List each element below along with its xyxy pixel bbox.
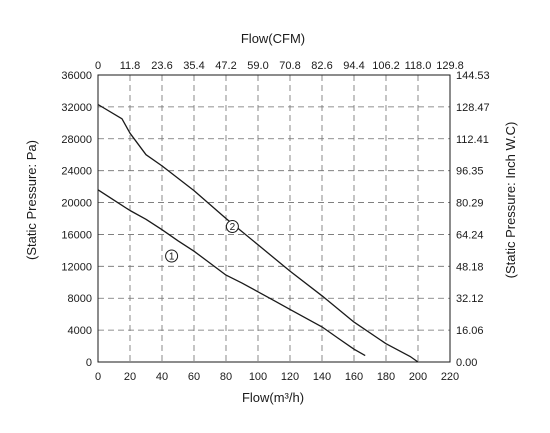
- x-tick-label: 80: [220, 371, 232, 383]
- x2-tick-label: 118.0: [405, 60, 432, 72]
- y-tick-label: 0: [86, 357, 92, 369]
- y-tick-label: 16000: [61, 229, 92, 241]
- y-tick-label: 8000: [68, 293, 92, 305]
- x-tick-label: 0: [95, 371, 101, 383]
- y2-tick-label: 32.12: [456, 293, 484, 305]
- curve-marker-label: 2: [230, 222, 236, 233]
- curve-marker-circle: [165, 249, 179, 263]
- x-tick-label: 40: [156, 371, 168, 383]
- y2-tick-label: 96.35: [456, 166, 484, 178]
- x2-tick-label: 35.4: [183, 60, 204, 72]
- y-tick-labels: 0 4000 8000 12000 16000 20000 24000 28000 32000 3…: [61, 70, 92, 369]
- y-tick-label: 36000: [61, 70, 92, 82]
- x-tick-label: 160: [345, 371, 363, 383]
- y2-tick-label: 128.47: [456, 102, 490, 114]
- y2-tick-label: 0.00: [456, 357, 477, 369]
- y-tick-label: 28000: [61, 134, 92, 146]
- x2-tick-label: 23.6: [151, 60, 172, 72]
- x-tick-label: 140: [313, 371, 331, 383]
- x2-axis-title: Flow(CFM): [241, 31, 305, 46]
- y-tick-label: 4000: [68, 325, 92, 337]
- x2-tick-label: 47.2: [215, 60, 236, 72]
- x2-tick-label: 59.0: [247, 60, 268, 72]
- x2-tick-label: 0: [95, 60, 101, 72]
- x-tick-labels: 0 20 40 60 80 100 120 140 160 180 200 220: [95, 371, 459, 383]
- curve-marker-circle: [225, 219, 239, 233]
- y-tick-label: 24000: [61, 166, 92, 178]
- y2-tick-label: 80.29: [456, 198, 484, 210]
- y2-tick-label: 16.06: [456, 325, 484, 337]
- x-tick-label: 60: [188, 371, 200, 383]
- series-layer: [97, 103, 419, 363]
- y-axis-title: (Static Pressure: Pa): [24, 140, 39, 260]
- x-tick-label: 100: [249, 371, 267, 383]
- x-tick-label: 20: [124, 371, 136, 383]
- series-line-1: [97, 189, 366, 357]
- series-line-2: [97, 103, 419, 363]
- x2-tick-label: 82.6: [311, 60, 332, 72]
- y-tick-label: 32000: [61, 102, 92, 114]
- annotation-layer: 12: [165, 219, 239, 263]
- y-tick-label: 12000: [61, 261, 92, 273]
- x2-tick-label: 129.8: [436, 60, 464, 72]
- x2-tick-labels: 0 11.8 23.6 35.4 47.2 59.0 70.8 82.6 94.4 106.2 11…: [95, 60, 464, 72]
- x-tick-label: 220: [441, 371, 459, 383]
- y2-tick-label: 144.53: [456, 70, 490, 82]
- y-tick-label: 20000: [61, 198, 92, 210]
- x-tick-label: 180: [377, 371, 395, 383]
- x2-tick-label: 106.2: [372, 60, 400, 72]
- y2-axis-title: (Static Pressure: Inch W.C): [503, 122, 518, 279]
- x2-tick-label: 94.4: [343, 60, 364, 72]
- grid-lines: [98, 75, 450, 362]
- x2-tick-label: 11.8: [120, 60, 141, 72]
- x-axis-title: Flow(m³/h): [242, 390, 304, 405]
- plot-frame: [97, 74, 451, 363]
- curve-marker-label: 1: [169, 251, 175, 262]
- y2-tick-label: 64.24: [456, 229, 484, 241]
- y2-tick-label: 48.18: [456, 261, 484, 273]
- x-tick-label: 120: [281, 371, 299, 383]
- y2-tick-labels: 0.00 16.06 32.12 48.18 64.24 80.29 96.35 112.41…: [456, 70, 490, 369]
- x-tick-label: 200: [409, 371, 427, 383]
- y2-tick-label: 112.41: [456, 134, 489, 146]
- x2-tick-label: 70.8: [279, 60, 300, 72]
